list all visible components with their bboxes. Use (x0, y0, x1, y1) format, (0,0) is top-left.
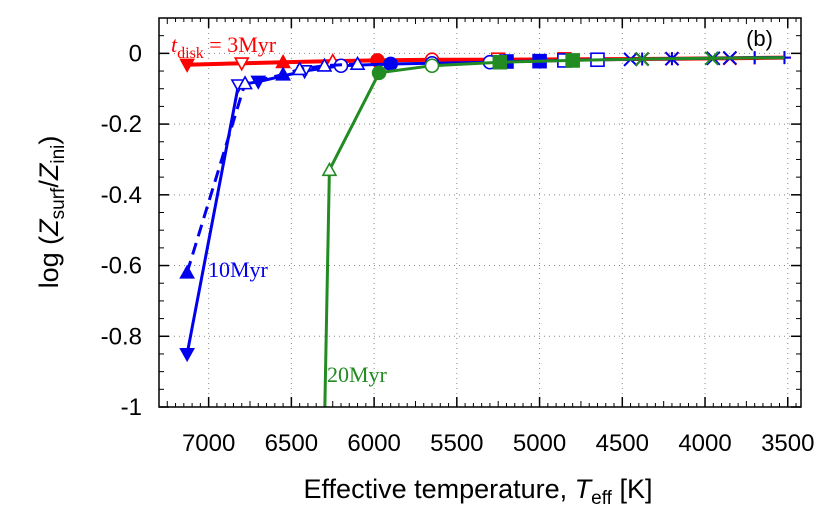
annotation-20myr: 20Myr (327, 362, 388, 387)
x-tick-label: 5500 (430, 430, 483, 457)
x-tick-label: 6500 (265, 430, 318, 457)
data-point (237, 75, 253, 90)
y-tick-label: -0.6 (101, 253, 142, 280)
series-blue-solid (179, 50, 791, 363)
series-line (185, 56, 785, 355)
x-tick-label: 7000 (182, 430, 235, 457)
data-point (634, 51, 650, 67)
data-point (291, 61, 308, 76)
y-tick-label: 0 (129, 40, 142, 67)
x-tick-label: 3500 (761, 430, 814, 457)
x-tick-label: 4500 (596, 430, 649, 457)
data-point (492, 54, 508, 70)
data-point (371, 65, 387, 81)
data-point (275, 66, 291, 81)
y-tick-label: -0.4 (101, 182, 142, 209)
y-tick-label: -0.8 (101, 323, 142, 350)
x-axis-title: Effective temperature, Teff [K] (304, 474, 653, 509)
x-tick-label: 4000 (678, 430, 731, 457)
x-axis-ticks: 7000 6500 6000 5500 5000 4500 4000 3500 (166, 18, 814, 457)
y-tick-label: -1 (121, 394, 142, 421)
data-point (565, 53, 580, 68)
series-line (323, 56, 785, 407)
panel-label: (b) (746, 26, 773, 51)
plot-frame (158, 17, 802, 408)
data-point (179, 58, 195, 73)
data-point (316, 57, 333, 72)
data-point (349, 55, 366, 70)
annotation-disk-3myr: tdisk = 3Myr (171, 32, 277, 62)
y-axis-ticks: 0 -0.2 -0.4 -0.6 -0.8 -1 (101, 35, 801, 421)
data-point (704, 51, 719, 66)
data-point (424, 58, 440, 74)
y-axis-title: log (Zsurf/Zini) (34, 136, 69, 289)
data-point (383, 56, 398, 72)
series-layer (179, 50, 791, 407)
series-green-solid (321, 51, 785, 407)
series-blue-dashed (179, 55, 366, 279)
data-point (321, 161, 338, 177)
x-tick-label: 6000 (347, 430, 400, 457)
y-tick-label: -0.2 (101, 111, 142, 138)
data-point (179, 347, 195, 363)
annotation-10myr: 10Myr (208, 257, 269, 282)
x-tick-label: 5000 (513, 430, 566, 457)
data-point (233, 57, 250, 72)
data-point (179, 264, 195, 279)
